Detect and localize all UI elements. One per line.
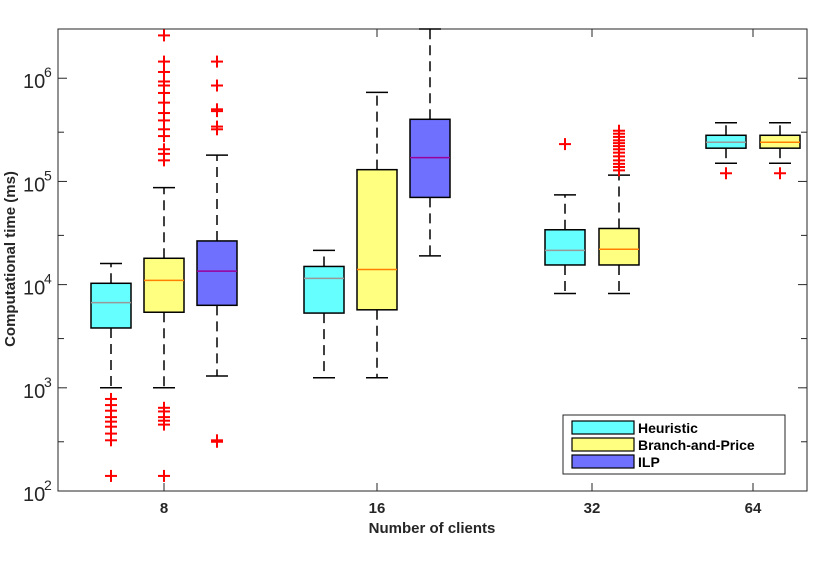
box-branch-and-price-64 [759, 122, 801, 180]
outlier-marker [613, 164, 625, 177]
legend: Heuristic Branch-and-Price ILP [562, 414, 786, 475]
outlier-marker [720, 167, 732, 180]
box-branch-and-price-32 [598, 124, 640, 295]
outlier-marker [158, 418, 170, 431]
y-tick-base: 10 [23, 71, 45, 93]
box-body [544, 229, 586, 266]
y-axis-label: Computational time (ms) [2, 171, 19, 347]
outlier-marker [211, 79, 223, 92]
box-branch-and-price-8 [143, 29, 185, 482]
box-heuristic-32 [544, 138, 586, 295]
y-tick-base: 10 [23, 174, 45, 196]
box-body [356, 168, 398, 311]
y-tick-label: 104 [23, 271, 52, 300]
outlier-marker [158, 96, 170, 109]
axis-ticks [58, 28, 807, 492]
outlier-marker [211, 105, 223, 118]
box-body [196, 240, 238, 307]
outlier-marker [158, 154, 170, 167]
x-axis-label: Number of clients [369, 520, 496, 537]
y-tick-exponent: 4 [44, 271, 52, 287]
box-body [143, 257, 185, 313]
legend-swatch-ilp [571, 454, 635, 469]
box-heuristic-16 [303, 249, 345, 379]
y-tick-exponent: 6 [44, 64, 52, 80]
y-tick-label: 106 [23, 64, 52, 93]
box-body [303, 265, 345, 314]
outlier-marker [105, 434, 117, 447]
y-tick-label: 103 [23, 374, 52, 403]
legend-label-ilp: ILP [638, 454, 660, 470]
box-heuristic-8 [90, 262, 132, 482]
outlier-marker [158, 55, 170, 68]
box-body [598, 227, 640, 266]
x-tick-label: 64 [745, 500, 762, 517]
box-ilp-8 [196, 55, 238, 448]
legend-swatch-branch-and-price [571, 437, 635, 452]
y-tick-label: 105 [23, 167, 52, 196]
y-tick-exponent: 5 [44, 167, 52, 183]
outlier-marker [158, 469, 170, 482]
box-body [90, 282, 132, 329]
outlier-marker [559, 138, 571, 151]
y-tick-base: 10 [23, 381, 45, 403]
box-branch-and-price-16 [356, 91, 398, 379]
box-heuristic-64 [705, 122, 747, 180]
x-tick-label: 32 [584, 500, 601, 517]
y-tick-base: 10 [23, 278, 45, 300]
legend-label-heuristic: Heuristic [638, 420, 698, 436]
box-ilp-16 [409, 28, 451, 257]
y-tick-label: 102 [23, 477, 52, 506]
x-tick-labels: 8 16 32 64 [160, 500, 762, 517]
x-tick-label: 16 [369, 500, 386, 517]
outlier-marker [158, 29, 170, 42]
y-tick-exponent: 3 [44, 374, 52, 390]
outlier-marker [211, 55, 223, 68]
y-tick-exponent: 2 [44, 477, 52, 493]
outlier-marker [211, 434, 223, 447]
legend-swatch-heuristic [571, 420, 635, 435]
legend-label-branch-and-price: Branch-and-Price [638, 437, 755, 453]
y-tick-base: 10 [23, 484, 45, 506]
x-tick-label: 8 [160, 500, 168, 517]
box-groups [90, 28, 801, 482]
outlier-marker [774, 167, 786, 180]
outlier-marker [158, 130, 170, 143]
outlier-marker [211, 123, 223, 136]
outlier-marker [105, 469, 117, 482]
